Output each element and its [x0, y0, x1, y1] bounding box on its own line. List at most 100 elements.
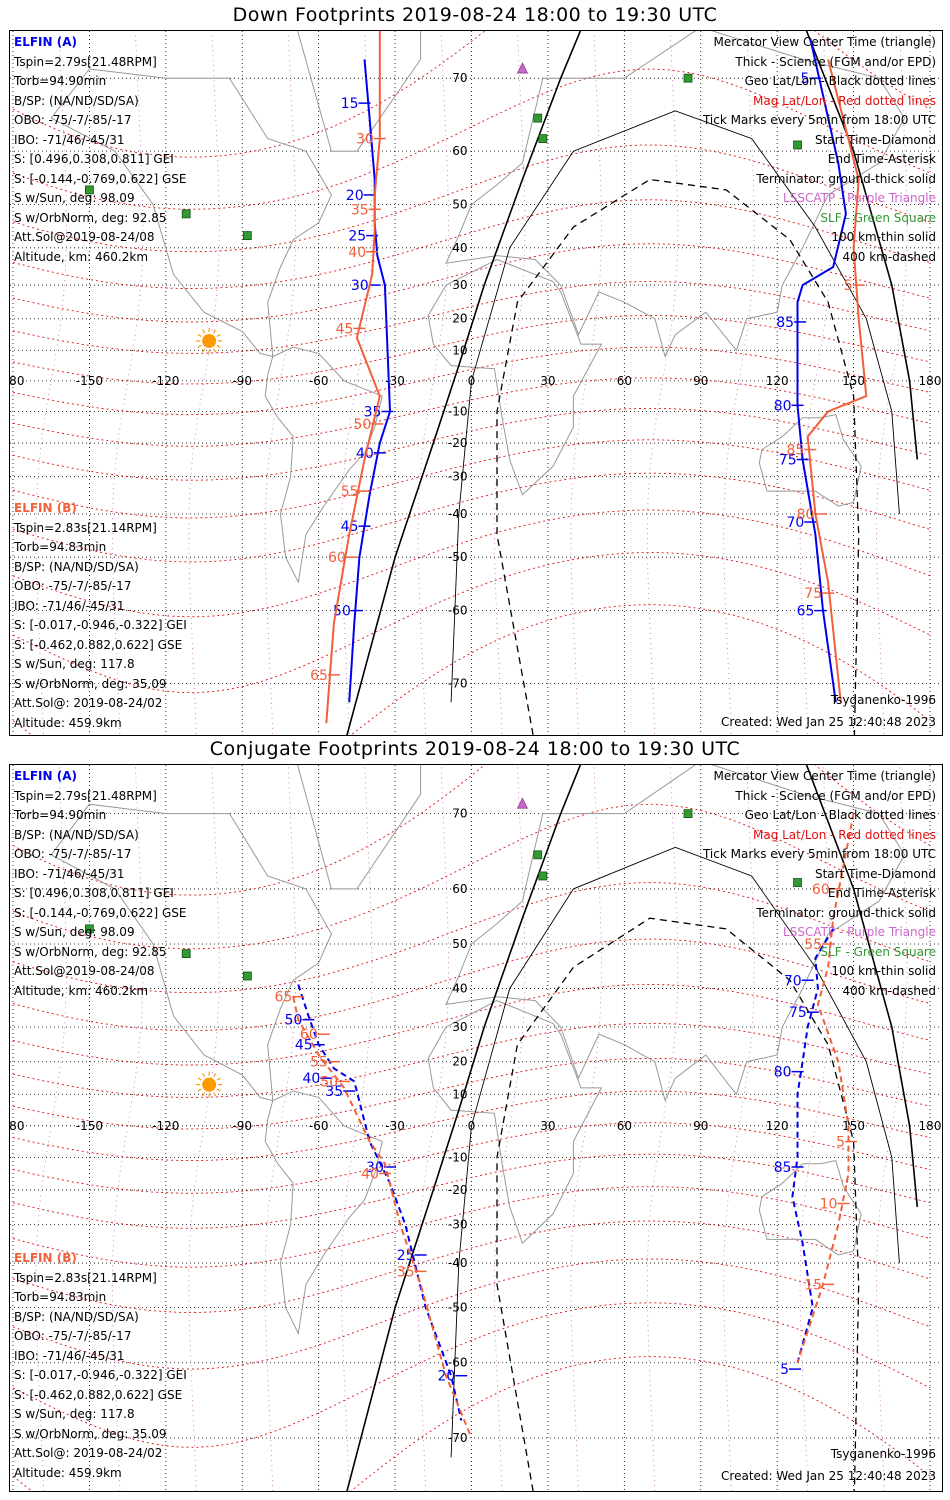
- mag-lat-line: [12, 1186, 931, 1268]
- elfin-a-line: S w/Sun, deg: 98.09: [14, 191, 135, 205]
- lon-tick-label: -30: [385, 1119, 405, 1133]
- legend-down: Mercator View Center Time (triangle) Thi…: [703, 33, 936, 267]
- lon-tick-label: -90: [232, 374, 252, 388]
- lat-tick-label: 10: [452, 343, 467, 357]
- sun-ray: [213, 348, 217, 353]
- track-tick-label: 40: [361, 1166, 379, 1182]
- lat-tick-label: -70: [448, 1431, 468, 1445]
- track-tick-label: 45: [341, 519, 359, 535]
- track-tick-label: 80: [774, 398, 792, 414]
- mag-lon-line: [493, 765, 526, 1491]
- greenland-outline: [297, 765, 422, 890]
- mag-lat-line: [12, 1022, 931, 1098]
- coastlines: [50, 31, 906, 584]
- track-tick-label: 85: [774, 1160, 792, 1176]
- elfin-b-line: Tspin=2.83s[21.14RPM]: [14, 520, 157, 535]
- legend-conjugate: Mercator View Center Time (triangle) Thi…: [703, 767, 936, 1001]
- elfin-a-line: S: [-0.144,-0.769,0.622] GSE: [14, 905, 187, 920]
- track-tick-label: 10: [820, 1196, 838, 1212]
- lat-tick-label: -40: [448, 1256, 468, 1270]
- elfin-a-line: S: [0.496,0.308,0.811] GEI: [14, 886, 174, 900]
- terminator-100km: [450, 846, 900, 1458]
- track-tick-label: 40: [348, 245, 366, 261]
- legend-item: Thick - Science (FGM and/or EPD): [735, 54, 936, 69]
- lat-tick-label: -70: [448, 677, 468, 691]
- sun-ray: [213, 329, 217, 334]
- track-tick-label: 5: [780, 1362, 789, 1378]
- lat-tick-label: 30: [452, 1020, 467, 1034]
- legend-item: 400 km-dashed: [842, 249, 936, 264]
- lat-tick-label: -50: [448, 550, 468, 564]
- legend-item: SLF - Green Square: [820, 210, 936, 225]
- elfin-b-line: Tspin=2.83s[21.14RPM]: [14, 1270, 157, 1285]
- greenland-outline: [297, 31, 422, 152]
- created-label: Created: Wed Jan 25 12:40:48 2023: [721, 715, 936, 729]
- lon-tick-label: 90: [693, 374, 708, 388]
- elfin-a-line: Tspin=2.79s[21.48RPM]: [14, 54, 157, 69]
- mag-lat-line: [12, 144, 931, 253]
- slf-square: [181, 209, 191, 219]
- slf-square: [181, 949, 191, 958]
- track-tick-label: 30: [351, 278, 369, 294]
- north-america-outline: [50, 803, 332, 1102]
- terminator-ground-west: [346, 765, 582, 1491]
- sun-ray: [202, 1092, 206, 1097]
- elfin-a-line: OBO: -75/-7/-85/-17: [14, 113, 132, 127]
- elfin-b-line: IBO: -71/46/-45/31: [14, 1348, 125, 1363]
- lat-tick-label: -10: [448, 404, 468, 418]
- lon-tick-label: -150: [76, 374, 103, 388]
- mag-lat-line: [12, 604, 931, 735]
- elfin-b-line: B/SP: (NA/ND/SD/SA): [14, 1309, 139, 1324]
- track-tick-label: 20: [346, 188, 364, 204]
- panel-down-frame: 180 -150 -120 -90 -60 -30 0 30 60 90 120 150 180 70 60…: [9, 30, 943, 736]
- mag-lat-line: [12, 1220, 931, 1313]
- elfin-b-line: S: [-0.017,-0.946,-0.322] GEI: [14, 618, 187, 632]
- slf-square: [538, 134, 548, 143]
- track-tick-label: 15: [804, 1277, 822, 1293]
- lon-tick-label: 150: [842, 374, 865, 388]
- footprint-track: [796, 813, 855, 1364]
- mag-lat-line: [12, 243, 931, 323]
- track-tick-label: 45: [336, 321, 354, 337]
- lat-tick-label: 50: [452, 937, 467, 951]
- legend-item: Geo Lat/Lon - Black dotted lines: [744, 74, 936, 88]
- lat-tick-label: -30: [448, 470, 468, 484]
- lon-tick-label: 0: [468, 1119, 476, 1133]
- track-tick-label: 55: [310, 1055, 328, 1071]
- lat-tick-label: -40: [448, 507, 468, 521]
- lon-tick-label: -60: [309, 1119, 329, 1133]
- lon-tick-label: 180: [919, 374, 942, 388]
- lat-tick-label: 30: [452, 278, 467, 292]
- sun-ray: [202, 329, 206, 334]
- elfin-a-line: Att.Sol@2019-08-24/08: [14, 230, 155, 244]
- sun-ray: [197, 344, 202, 348]
- elfin-a-line: Altitude, km: 460.2km: [14, 249, 149, 264]
- elfin-b-line: S: [-0.017,-0.946,-0.322] GEI: [14, 1368, 187, 1382]
- lon-tick-label: -60: [309, 374, 329, 388]
- track-tick-label: 40: [302, 1071, 320, 1087]
- geo-grid: [10, 765, 942, 1491]
- legend-item: Start Time-Diamond: [814, 866, 936, 881]
- slf-square: [533, 850, 543, 860]
- mag-lat-line: [12, 1153, 931, 1229]
- elfin-b-info-conjugate: ELFIN (B) Tspin=2.83s[21.14RPM] Torb=94.…: [14, 1249, 187, 1483]
- sun-disc: [202, 333, 217, 348]
- mag-lat-line: [12, 1356, 931, 1491]
- lon-tick-label: 0: [468, 374, 476, 388]
- created-label: Created: Wed Jan 25 12:40:48 2023: [721, 1469, 936, 1483]
- mag-lon-line: [188, 765, 220, 1491]
- eurasia-outline: [445, 765, 906, 1103]
- sun-ray: [216, 333, 221, 337]
- legend-item: SLF - Green Square: [820, 944, 936, 959]
- elfin-a-line: Att.Sol@2019-08-24/08: [14, 964, 155, 978]
- mag-lon-line: [417, 31, 450, 735]
- mag-lon-line: [646, 765, 679, 1491]
- elfin-b-info-down: ELFIN (B) Tspin=2.83s[21.14RPM] Torb=94.…: [14, 499, 187, 733]
- elfin-a-line: S w/Sun, deg: 98.09: [14, 925, 135, 939]
- north-america-outline: [50, 68, 332, 358]
- lat-tick-label: 20: [452, 312, 467, 326]
- track-tick-label: 80: [774, 1065, 792, 1081]
- mag-lon-line: [570, 31, 602, 735]
- legend-item: 100 km-thin solid: [831, 230, 936, 244]
- track-tick-label: 65: [274, 990, 292, 1006]
